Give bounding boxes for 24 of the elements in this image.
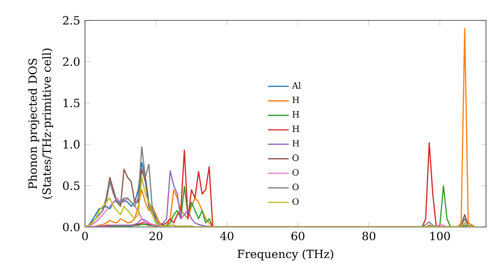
legend-label: O [292, 198, 299, 205]
y-tick-label: 0.0 [63, 222, 80, 232]
x-tick-label: 60 [291, 232, 304, 240]
legend-label: H [292, 126, 300, 132]
line-series [85, 162, 160, 227]
legend-label: O [292, 184, 299, 190]
x-tick-label: 100 [430, 232, 450, 240]
x-tick-label: 0 [82, 232, 88, 240]
legend-label: H [292, 96, 300, 104]
legend-label: O [292, 154, 299, 162]
y-tick-label: 0.5 [63, 181, 80, 190]
legend-label: Al [292, 82, 301, 89]
y-tick-label: 2.0 [63, 57, 80, 66]
y-tick-label: 1.5 [64, 98, 80, 108]
y-tick-label: 1.0 [64, 140, 80, 149]
x-tick-label: 20 [150, 232, 162, 240]
y-tick-label: 2.5 [63, 16, 80, 25]
x-axis-title: Frequency (THz) [238, 249, 334, 261]
legend-label: O [292, 169, 299, 176]
x-tick-label: 80 [362, 232, 376, 240]
legend-label: H [292, 140, 300, 146]
x-tick-label: 40 [220, 232, 234, 240]
legend-label: H [292, 111, 300, 118]
y-axis-title: Phonon projected DOS (States/THz·primitive cell) [28, 48, 54, 199]
